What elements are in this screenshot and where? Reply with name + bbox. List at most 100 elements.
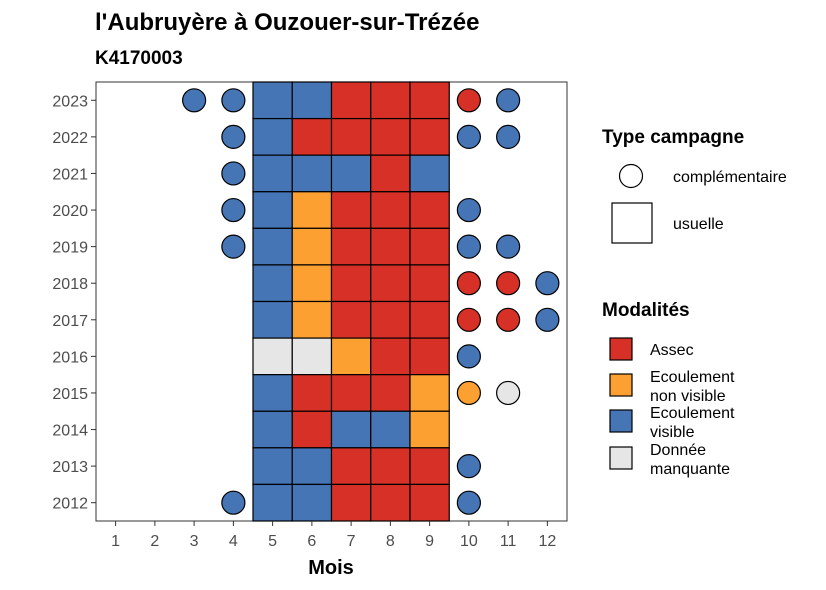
- tile-2012-9: [409, 483, 450, 522]
- tile-2018-6: [291, 264, 333, 303]
- x-tick-label-5: 5: [268, 533, 277, 550]
- tile-2015-5: [252, 374, 293, 412]
- legend-label-ecoulement_visible: Ecoulement visible: [650, 405, 735, 441]
- x-tick-label-8: 8: [386, 533, 395, 550]
- legend-modalites-title: Modalités: [602, 300, 690, 321]
- x-axis: 1 2 3 4 5 6 7 8 9 10 11 12: [111, 521, 556, 550]
- tile-2017-8: [370, 300, 411, 339]
- tile-2013-9: [409, 447, 450, 486]
- y-tick-label-2017: 2017: [52, 313, 88, 330]
- point-2016-10: [456, 344, 481, 369]
- tile-2021-9: [409, 154, 450, 193]
- point-2019-10: [456, 234, 481, 259]
- tile-2014-9: [409, 410, 450, 449]
- point-2018-12: [535, 271, 560, 296]
- legend-key-ecoulement_visible: [609, 409, 633, 433]
- point-2023-3: [182, 88, 207, 113]
- tile-2023-8: [370, 81, 411, 120]
- tile-2016-5: [252, 337, 293, 376]
- tile-2021-7: [330, 154, 372, 193]
- legend-label-usuelle: usuelle: [673, 216, 724, 233]
- tile-2022-5: [252, 117, 293, 156]
- point-2017-11: [496, 307, 521, 332]
- y-tick-label-2013: 2013: [52, 459, 88, 476]
- tile-2022-6: [291, 117, 333, 156]
- x-tick-label-9: 9: [425, 533, 434, 550]
- tile-2017-9: [409, 300, 450, 339]
- tile-2022-7: [330, 117, 372, 156]
- tile-2023-5: [252, 81, 293, 120]
- tile-2015-9: [409, 374, 450, 412]
- y-tick-label-2020: 2020: [52, 203, 88, 220]
- tile-2021-5: [252, 154, 293, 193]
- tile-2015-7: [330, 374, 372, 412]
- point-2021-4: [221, 161, 246, 186]
- y-axis: 2012 2013 2014 2015 2016 2017 2018 2019 2020 2021…: [52, 93, 96, 513]
- x-tick-label-3: 3: [190, 533, 199, 550]
- tile-2013-5: [252, 447, 293, 486]
- point-2018-11: [496, 271, 521, 296]
- tile-2014-6: [291, 410, 333, 449]
- point-2020-10: [456, 197, 481, 223]
- tile-2018-8: [370, 264, 411, 303]
- point-2023-4: [221, 88, 246, 113]
- x-tick-label-12: 12: [538, 533, 556, 550]
- tile-2016-6: [291, 337, 333, 376]
- point-2017-10: [456, 307, 481, 332]
- legend-key-ecoulement_non_visible: [609, 373, 633, 397]
- y-tick-label-2018: 2018: [52, 276, 88, 293]
- tile-2018-7: [330, 264, 372, 303]
- legend-key-assec: [609, 337, 633, 361]
- tile-2018-5: [252, 264, 293, 303]
- tile-2014-8: [370, 410, 411, 449]
- legend-modalites: Modalités Assec Ecoulement non visibleEcou…: [602, 300, 735, 478]
- tile-2019-5: [252, 227, 293, 266]
- tile-2023-9: [409, 81, 450, 120]
- point-2015-10: [456, 380, 481, 406]
- legend-label-donnee_manquante: Donnée manquante: [650, 442, 730, 478]
- x-tick-label-11: 11: [500, 533, 517, 550]
- tile-2021-6: [291, 154, 333, 193]
- chart-title: l'Aubruyère à Ouzouer-sur-Trézée: [95, 9, 479, 36]
- tile-2015-6: [291, 374, 333, 412]
- point-2022-4: [221, 124, 246, 149]
- x-tick-label-2: 2: [150, 533, 159, 550]
- tile-2017-5: [252, 300, 293, 339]
- tile-2018-9: [409, 264, 450, 303]
- tile-2012-7: [330, 483, 372, 522]
- y-tick-label-2012: 2012: [52, 496, 88, 513]
- tile-2019-6: [291, 227, 333, 266]
- tile-2012-5: [252, 483, 293, 522]
- y-tick-label-2023: 2023: [52, 93, 88, 110]
- tile-2012-6: [291, 483, 333, 522]
- tile-2022-8: [370, 117, 411, 156]
- point-2019-11: [496, 234, 521, 259]
- tile-2016-9: [409, 337, 450, 376]
- point-2018-10: [456, 271, 481, 296]
- y-tick-label-2015: 2015: [52, 386, 88, 403]
- point-2012-4: [221, 490, 246, 515]
- tile-2023-6: [291, 81, 333, 120]
- tile-2014-7: [330, 410, 372, 449]
- point-2022-10: [456, 124, 481, 149]
- tile-2013-7: [330, 447, 372, 486]
- legend-type-campagne: Type campagne complémentaire usuelle: [602, 127, 787, 244]
- tile-2015-8: [370, 374, 411, 412]
- tile-2014-5: [252, 410, 293, 449]
- tile-2022-9: [409, 117, 450, 156]
- tile-2016-8: [370, 337, 411, 376]
- legend-label-assec: Assec: [650, 342, 694, 359]
- y-tick-label-2021: 2021: [52, 166, 88, 183]
- y-tick-label-2019: 2019: [52, 240, 88, 257]
- tile-2017-7: [330, 300, 372, 339]
- x-tick-label-10: 10: [460, 533, 478, 550]
- y-tick-label-2016: 2016: [52, 349, 88, 366]
- point-2019-4: [221, 234, 246, 259]
- tile-2020-9: [409, 191, 450, 229]
- chart-subtitle: K4170003: [95, 48, 183, 69]
- tile-2020-8: [370, 191, 411, 229]
- x-tick-label-7: 7: [347, 533, 356, 550]
- legend-key-donnee_manquante: [609, 446, 633, 470]
- tile-2017-6: [291, 300, 333, 339]
